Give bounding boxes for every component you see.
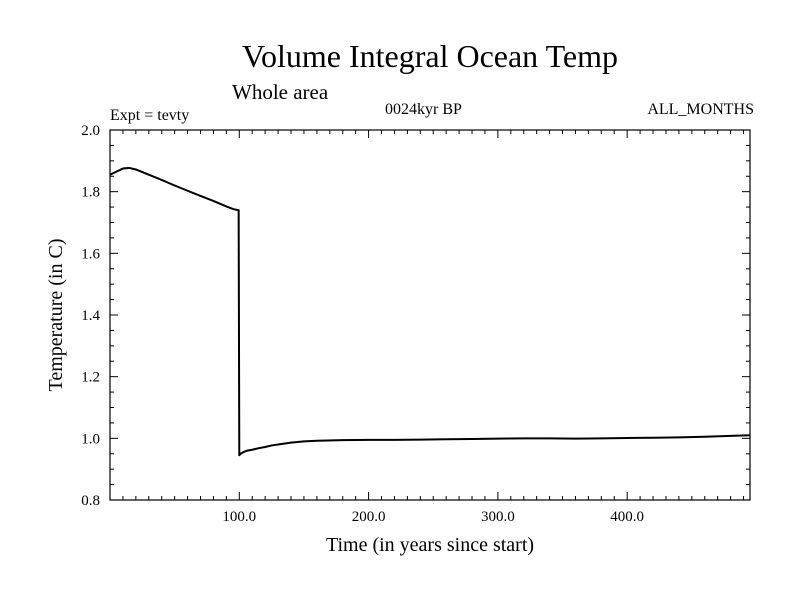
y-tick-label: 0.8 — [81, 493, 100, 509]
x-axis-label: Time (in years since start) — [326, 534, 534, 556]
chart-title: Volume Integral Ocean Temp — [241, 38, 618, 74]
y-tick-label: 1.4 — [81, 308, 100, 324]
axis-ticks — [110, 129, 750, 501]
tick-labels: 0.8 1.0 1.2 1.4 1.6 1.8 2.0 100.0 200.0 300.0 400.… — [81, 123, 644, 525]
x-tick-label: 100.0 — [222, 509, 256, 525]
x-tick-label: 300.0 — [481, 509, 515, 525]
temperature-series-line — [109, 166, 751, 457]
y-tick-label: 1.0 — [81, 431, 100, 447]
y-tick-label: 1.2 — [81, 370, 100, 386]
x-tick-label: 400.0 — [610, 509, 644, 525]
y-tick-label: 2.0 — [81, 123, 100, 139]
months-label: ALL_MONTHS — [647, 101, 754, 118]
y-axis-label: Temperature (in C) — [45, 239, 67, 392]
x-tick-label: 200.0 — [352, 509, 386, 525]
experiment-label: Expt = tevty — [110, 107, 190, 124]
y-tick-label: 1.6 — [81, 246, 100, 262]
plot-frame — [109, 129, 751, 501]
chart-subtitle: Whole area — [232, 80, 329, 104]
period-label: 0024kyr BP — [385, 101, 462, 118]
y-tick-label: 1.8 — [81, 185, 100, 201]
